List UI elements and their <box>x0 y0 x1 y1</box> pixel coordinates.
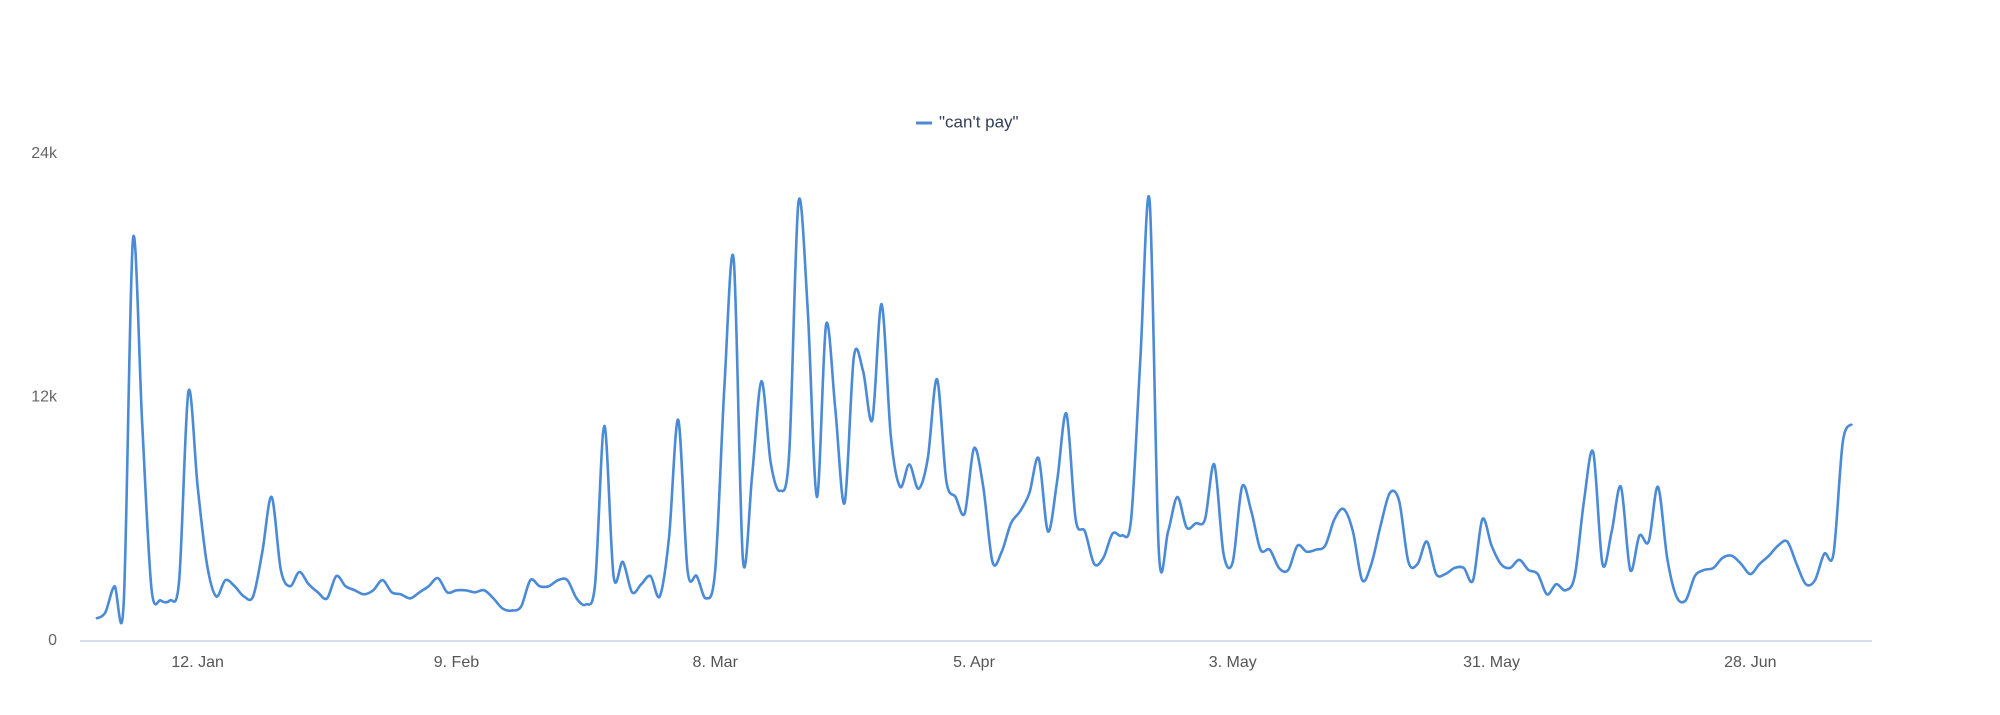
y-tick-label: 12k <box>31 389 58 406</box>
x-tick-label: 31. May <box>1463 654 1520 671</box>
x-tick-label: 9. Feb <box>434 654 479 671</box>
y-tick-label: 24k <box>31 145 58 162</box>
x-tick-label: 8. Mar <box>693 654 739 671</box>
x-tick-label: 3. May <box>1209 654 1257 671</box>
y-tick-label: 0 <box>48 632 57 649</box>
series-line <box>95 195 1854 625</box>
x-tick-label: 12. Jan <box>171 654 223 671</box>
x-tick-label: 5. Apr <box>953 654 995 671</box>
x-tick-label: 28. Jun <box>1724 654 1776 671</box>
legend-label: "can't pay" <box>939 112 1019 131</box>
